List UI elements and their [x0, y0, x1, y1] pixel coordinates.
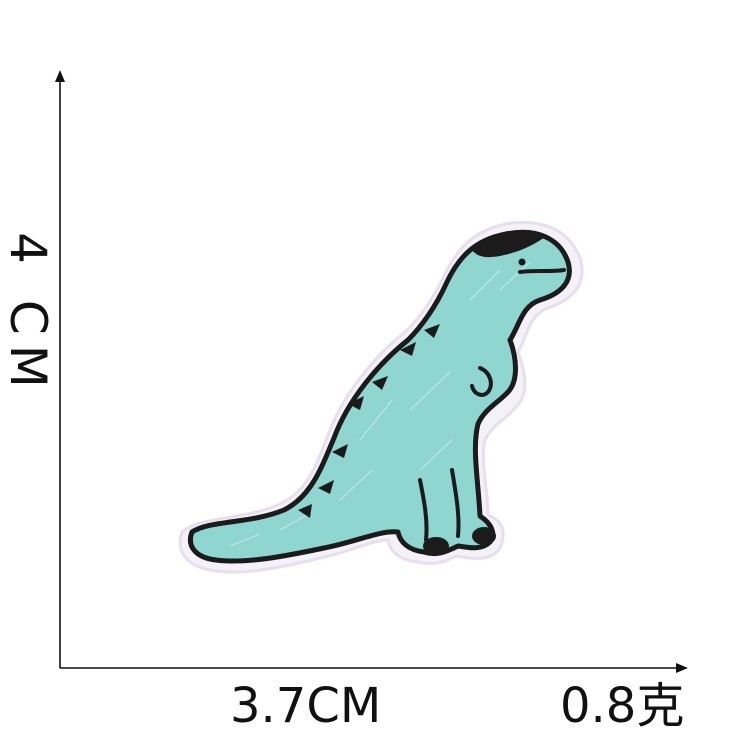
height-dimension-label: 4 CM: [0, 232, 57, 398]
patch-body: [188, 229, 572, 564]
t-rex-embroidered-patch-icon: [178, 220, 584, 574]
vertical-axis-arrow: [55, 70, 65, 82]
back-foot: [472, 527, 496, 545]
dimension-axes: [55, 70, 688, 673]
leg-outline: [418, 468, 461, 542]
weight-label: 0.8克: [560, 678, 685, 734]
width-dimension-label: 3.7CM: [230, 678, 382, 734]
head-marking: [472, 232, 546, 258]
back-stripes: [298, 324, 440, 518]
front-foot: [423, 537, 449, 555]
eye: [518, 258, 526, 266]
arm: [470, 366, 493, 397]
mouth-line: [518, 268, 566, 274]
horizontal-axis-arrow: [676, 663, 688, 673]
